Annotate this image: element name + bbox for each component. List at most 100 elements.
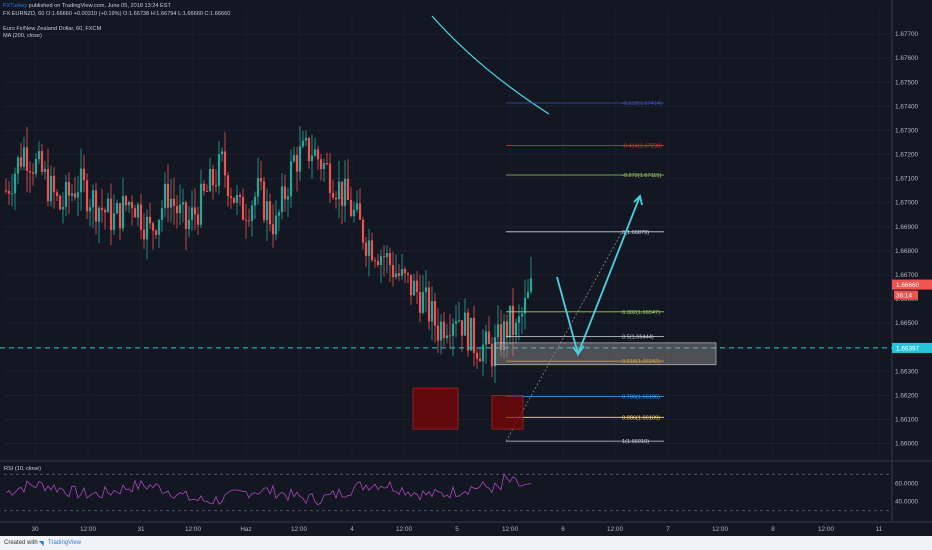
arrowhead-up xyxy=(633,194,643,206)
candle-body xyxy=(31,172,35,174)
fib-level-label: -0.618(1.67414) xyxy=(622,101,662,107)
candle-body xyxy=(319,159,323,170)
candle-body xyxy=(259,178,263,182)
candle-body xyxy=(466,312,470,351)
x-tick-label: 12:00 xyxy=(607,526,623,533)
candle-body xyxy=(325,163,329,165)
candle-body xyxy=(283,186,287,200)
candle-body xyxy=(268,201,272,225)
candle-body xyxy=(487,331,491,345)
candle-body xyxy=(409,274,413,296)
ma-indicator-label[interactable]: MA (200, close) xyxy=(3,33,42,39)
ma-200-line xyxy=(431,15,550,115)
candle-body xyxy=(85,180,89,212)
x-tick-label: 12:00 xyxy=(818,526,834,533)
horizontal-line-label: 1.66397 xyxy=(896,345,920,352)
candle-body xyxy=(52,175,56,193)
candle-body xyxy=(88,207,92,212)
candle-body xyxy=(331,193,335,198)
last-price-label: 1.66660 xyxy=(896,282,920,289)
candle-body xyxy=(397,273,401,276)
candle-body xyxy=(304,137,308,141)
x-tick-label: 12:00 xyxy=(396,526,412,533)
candle-body xyxy=(208,168,212,192)
candle-body xyxy=(472,317,476,353)
y-tick-label: 1.66100 xyxy=(895,416,919,423)
candle-body xyxy=(202,183,206,192)
candle-body xyxy=(175,205,179,214)
candle-body xyxy=(106,198,110,213)
candle-body xyxy=(391,265,395,278)
candle-body xyxy=(292,155,296,162)
candle-body xyxy=(475,352,479,359)
candle-body xyxy=(364,242,368,256)
candle-body xyxy=(169,198,173,208)
candle-body xyxy=(358,203,362,220)
candle-body xyxy=(328,163,332,194)
candle-body xyxy=(322,163,326,170)
candles-group xyxy=(4,126,533,383)
candle-body xyxy=(526,291,530,298)
fib-level-label: -0.272(1.67115) xyxy=(622,173,662,179)
candle-body xyxy=(406,273,410,275)
candle-body xyxy=(421,292,425,313)
candle-body xyxy=(394,273,398,278)
candle-body xyxy=(34,159,38,174)
candle-body xyxy=(46,168,50,202)
horizontal-line-tag xyxy=(892,342,932,353)
candle-body xyxy=(445,335,449,339)
candle-body xyxy=(22,147,26,167)
candle-body xyxy=(382,256,386,258)
candle-body xyxy=(388,253,392,266)
candle-body xyxy=(100,207,104,210)
countdown-tag xyxy=(894,290,918,300)
author-link[interactable]: FXTurkey xyxy=(3,3,28,9)
y-tick-label: 1.66000 xyxy=(895,441,919,448)
candle-body xyxy=(232,197,236,203)
x-tick-label: 12:00 xyxy=(291,526,307,533)
y-tick-label: 1.66500 xyxy=(895,320,919,327)
fib-level-label: -0.414(1.67238) xyxy=(622,143,662,149)
candle-body xyxy=(274,215,278,235)
candle-body xyxy=(127,201,131,206)
candle-body xyxy=(436,325,440,341)
x-tick-label: 5 xyxy=(455,526,459,533)
candle-body xyxy=(163,183,167,209)
candle-body xyxy=(184,202,188,230)
candle-body xyxy=(373,260,377,262)
candle-body xyxy=(412,280,416,296)
entry-zone-box xyxy=(494,342,717,366)
x-tick-label: 31 xyxy=(137,526,145,533)
fib-level-label: 0.382(1.66547) xyxy=(622,310,660,316)
candle-body xyxy=(58,195,62,210)
candle-body xyxy=(190,207,194,220)
candle-body xyxy=(142,229,146,240)
candle-body xyxy=(187,219,191,230)
x-tick-label: 8 xyxy=(771,526,775,533)
publish-text: published on TradingView.com, June 05, 2… xyxy=(28,3,171,9)
tradingview-brand-link[interactable]: TradingView xyxy=(48,540,82,546)
candle-body xyxy=(301,140,305,147)
candle-body xyxy=(523,297,527,314)
candle-body xyxy=(103,209,107,213)
instrument-label: Euro Fx/New Zealand Dollar, 60, FXCM xyxy=(3,26,102,32)
candle-body xyxy=(298,146,302,172)
candle-body xyxy=(241,196,245,220)
candle-body xyxy=(403,268,407,274)
candle-body xyxy=(139,204,143,230)
fib-level-label: 0(1.66879) xyxy=(622,230,649,236)
countdown-label: 36:14 xyxy=(896,293,912,300)
candle-body xyxy=(7,191,11,194)
y-tick-label: 1.67200 xyxy=(895,152,919,159)
candle-body xyxy=(496,324,500,338)
candle-body xyxy=(73,193,77,198)
candle-body xyxy=(511,305,515,336)
candle-body xyxy=(67,181,71,196)
candle-body xyxy=(310,155,314,162)
candle-body xyxy=(451,323,455,336)
candle-body xyxy=(10,193,14,195)
fib-level-label: 0.618(1.66342) xyxy=(622,359,660,365)
candle-body xyxy=(439,321,443,341)
x-tick-label: 12:00 xyxy=(80,526,96,533)
